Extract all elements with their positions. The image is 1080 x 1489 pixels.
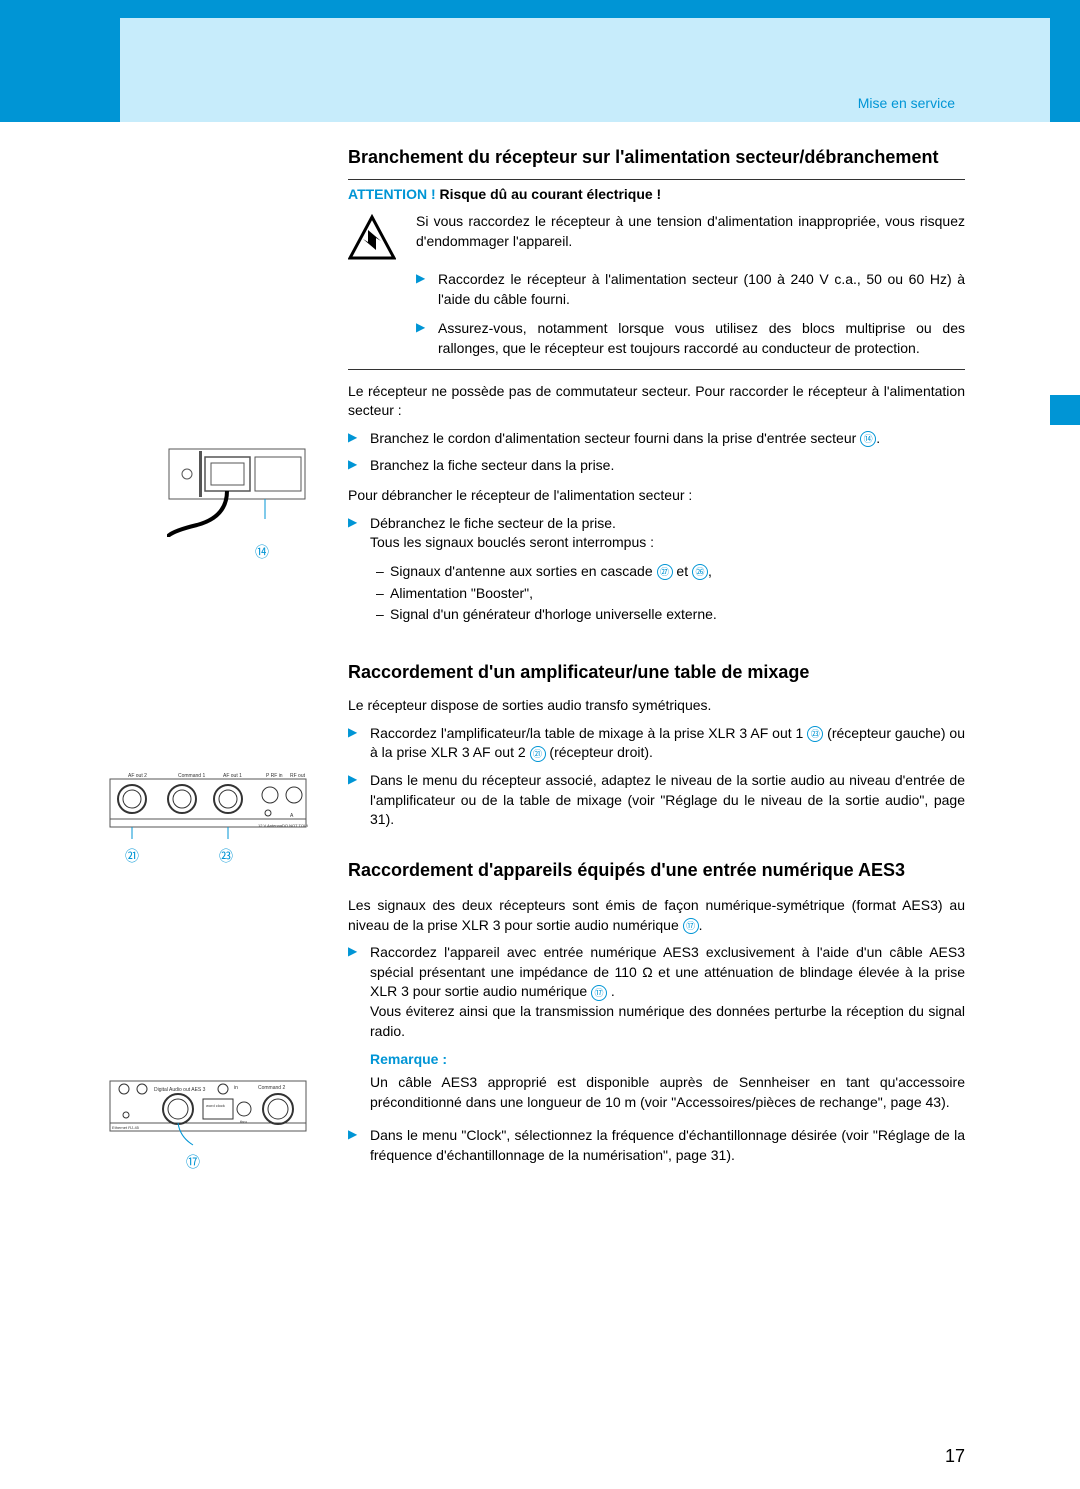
svg-text:AF out 2: AF out 2 [128, 773, 147, 779]
svg-text:P RF in: P RF in [266, 773, 283, 779]
section3-actions2: Dans le menu "Clock", sélectionnez la fr… [348, 1126, 965, 1165]
warning-intro: Si vous raccordez le récepteur à une ten… [416, 212, 965, 262]
section1-actions1: Branchez le cordon d'alimentation secteu… [348, 429, 965, 476]
svg-text:AF out 1: AF out 1 [223, 773, 242, 779]
main-content: Branchement du récepteur sur l'alimentat… [348, 145, 965, 1174]
figure-xlr-outputs: AF out 2 Command 1 AF out 1 P RF in RF o… [108, 769, 308, 866]
sub-item-clock: Signal d'un générateur d'horloge univers… [376, 604, 965, 626]
action-clock-menu: Dans le menu "Clock", sélectionnez la fr… [348, 1126, 965, 1165]
section1-para2: Pour débrancher le récepteur de l'alimen… [348, 486, 965, 506]
action-text: Débranchez le fiche secteur de la prise. [370, 515, 616, 531]
ref-23: ㉓ [807, 726, 823, 742]
warn-bullet-2: Assurez-vous, notamment lorsque vous uti… [416, 319, 965, 358]
svg-text:Digital Audio out AES 3: Digital Audio out AES 3 [154, 1087, 206, 1093]
attention-label: ATTENTION ! [348, 186, 436, 202]
svg-text:in: in [234, 1085, 238, 1091]
attention-text: Risque dû au courant électrique ! [440, 186, 662, 202]
page-number: 17 [945, 1446, 965, 1467]
warning-block: Si vous raccordez le récepteur à une ten… [348, 212, 965, 262]
action-text: (récepteur droit). [546, 744, 653, 760]
ref-26: ㉖ [692, 564, 708, 580]
svg-text:word clock: word clock [206, 1103, 225, 1108]
action-text: Vous éviterez ainsi que la transmission … [370, 1003, 965, 1039]
svg-text:Ethernet RJ-45: Ethernet RJ-45 [112, 1125, 140, 1130]
section1-actions2: Débranchez le fiche secteur de la prise.… [348, 514, 965, 553]
warning-triangle-icon [348, 214, 396, 262]
action-branchez-cordon: Branchez le cordon d'alimentation secteu… [348, 429, 965, 449]
ref-21: ㉑ [530, 746, 546, 762]
svg-text:12 V Antenna: 12 V Antenna [258, 823, 283, 828]
section2-actions: Raccordez l'amplificateur/la table de mi… [348, 724, 965, 830]
action-text: . [607, 983, 615, 999]
attention-line: ATTENTION ! Risque dû au courant électri… [348, 186, 965, 202]
remark-body: Un câble AES3 approprié est disponible a… [370, 1073, 965, 1112]
svg-text:Command 2: Command 2 [258, 1085, 285, 1091]
sub-text: et [673, 563, 692, 579]
action-raccordez-aes3: Raccordez l'appareil avec entrée numériq… [348, 943, 965, 1041]
section2-title: Raccordement d'un amplificateur/une tabl… [348, 660, 965, 684]
svg-text:DO NOT TOUCH: DO NOT TOUCH [282, 823, 308, 828]
figure-power-socket: ⑭ [167, 437, 307, 562]
warn-bullet-1: Raccordez le récepteur à l'alimentation … [416, 270, 965, 309]
sub-item-booster: Alimentation "Booster", [376, 583, 965, 605]
figure-aes3-output: Digital Audio out AES 3 in Command 2 Eth… [108, 1075, 308, 1172]
figure3-ref: ⑰ [186, 1152, 308, 1172]
interrupt-list: Signaux d'antenne aux sorties en cascade… [376, 561, 965, 626]
section1-para1: Le récepteur ne possède pas de commutate… [348, 382, 965, 421]
svg-text:Command 1: Command 1 [178, 773, 205, 779]
section3-para1: Les signaux des deux récepteurs sont émi… [348, 896, 965, 935]
section3-actions: Raccordez l'appareil avec entrée numériq… [348, 943, 965, 1041]
figure2-ref23: ㉓ [219, 846, 233, 866]
ref-14: ⑭ [860, 431, 876, 447]
warning-bullets: Raccordez le récepteur à l'alimentation … [416, 270, 965, 358]
action-debranchez: Débranchez le fiche secteur de la prise.… [348, 514, 965, 553]
header-section-label: Mise en service [858, 95, 955, 111]
para-text: . [699, 917, 703, 933]
ref-27: ㉗ [657, 564, 673, 580]
action-adapt-level: Dans le menu du récepteur associé, adapt… [348, 771, 965, 830]
action-raccordez-ampli: Raccordez l'amplificateur/la table de mi… [348, 724, 965, 763]
section3-title: Raccordement d'appareils équipés d'une e… [348, 858, 965, 882]
side-tab [1050, 395, 1080, 425]
svg-text:thru: thru [240, 1119, 247, 1124]
ref-17: ⑰ [683, 918, 699, 934]
action-branchez-fiche: Branchez la fiche secteur dans la prise. [348, 456, 965, 476]
remark-label: Remarque : [370, 1051, 965, 1067]
action-subtext: Tous les signaux bouclés seront interrom… [370, 534, 654, 550]
action-text: Raccordez l'appareil avec entrée numériq… [370, 944, 965, 999]
figure2-ref21: ㉑ [125, 846, 139, 866]
figure1-ref: ⑭ [217, 542, 307, 562]
sub-text: , [708, 563, 712, 579]
svg-text:RF out: RF out [290, 773, 306, 779]
para-text: Les signaux des deux récepteurs sont émi… [348, 897, 965, 933]
divider [348, 179, 965, 180]
sub-text: Signaux d'antenne aux sorties en cascade [390, 563, 657, 579]
action-text: Branchez le cordon d'alimentation secteu… [370, 430, 860, 446]
divider [348, 369, 965, 370]
ref-17b: ⑰ [591, 985, 607, 1001]
section1-title: Branchement du récepteur sur l'alimentat… [348, 145, 965, 169]
action-text: Raccordez l'amplificateur/la table de mi… [370, 725, 807, 741]
section2-para1: Le récepteur dispose de sorties audio tr… [348, 696, 965, 716]
sub-item-antenna: Signaux d'antenne aux sorties en cascade… [376, 561, 965, 583]
